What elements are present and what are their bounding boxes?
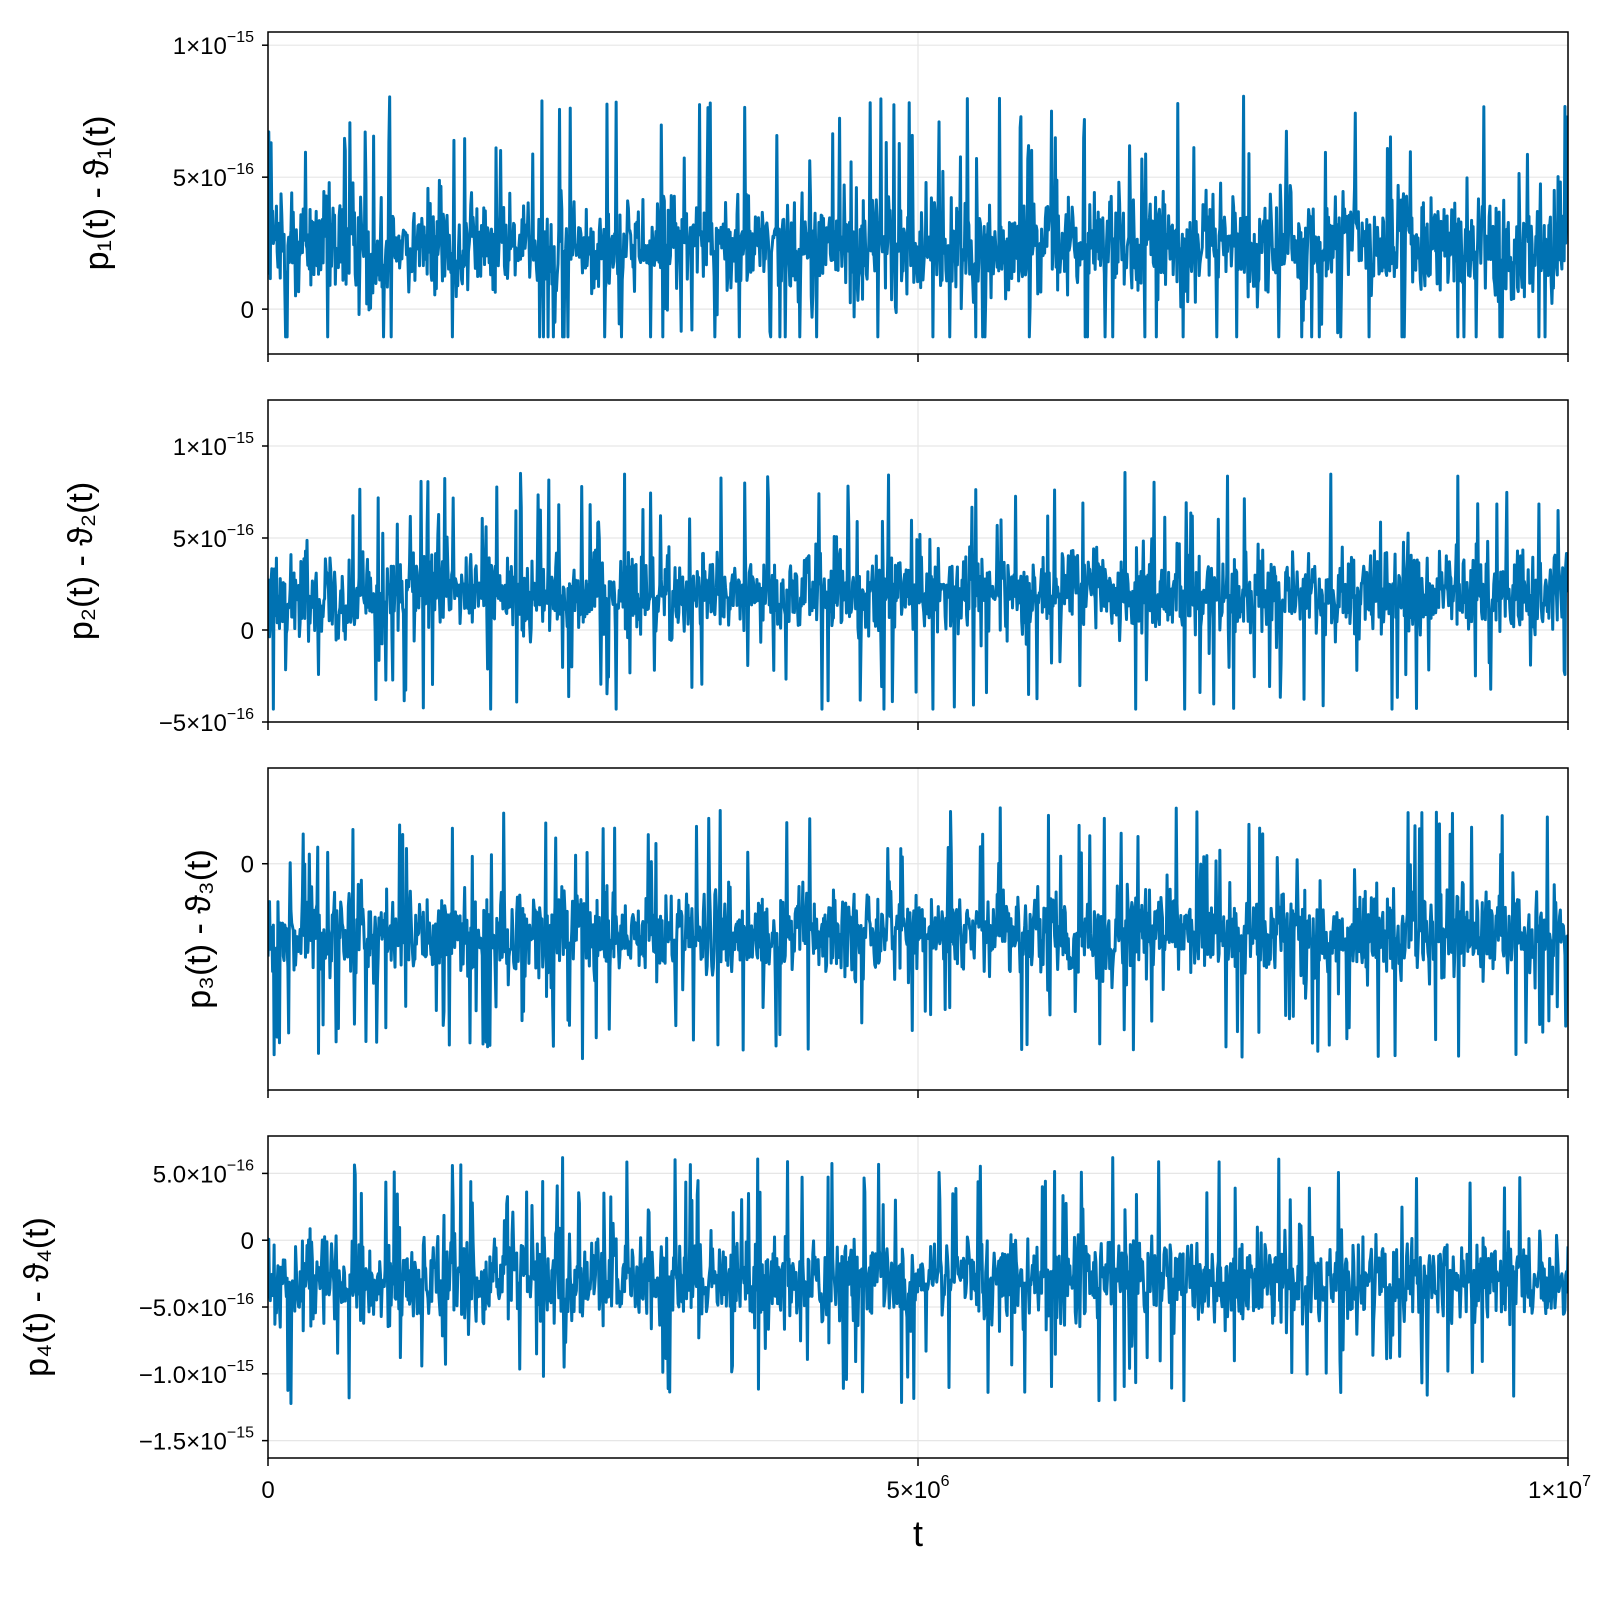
chart-panel-4: −1.5×10−15 −1.0×10−15 −5.0×10−16 0 5.0×10−16…: [18, 1135, 1591, 1554]
chart-panel-3: 0 p₃(t) - ϑ₃(t): [180, 767, 1569, 1098]
y-axis-label: p₄(t) - ϑ₄(t): [18, 1217, 56, 1377]
y-axis-label: p₂(t) - ϑ₂(t): [62, 482, 100, 640]
y-tick-label: −5.0×10−16: [139, 1291, 254, 1322]
y-axis-label: p₃(t) - ϑ₃(t): [180, 849, 218, 1009]
x-tick-label: 5×106: [887, 1473, 950, 1504]
chart-panel-2: −5×10−16 0 5×10−16 1×10−15 p₂(t) - ϑ₂(t): [62, 399, 1569, 737]
y-tick-label: 0: [241, 852, 254, 879]
chart-panel-1: 0 5×10−16 1×10−15 p₁(t) - ϑ₁(t): [78, 29, 1569, 362]
y-tick-label: 5×10−16: [173, 522, 254, 553]
series-line: [268, 94, 1568, 339]
series-line: [268, 1156, 1568, 1406]
y-tick-label: 1×10−15: [173, 29, 254, 60]
x-tick-label: 0: [261, 1477, 274, 1504]
x-axis-label: t: [913, 1513, 923, 1554]
y-tick-label: −5×10−16: [159, 706, 254, 737]
y-tick-label: 5×10−16: [173, 161, 254, 192]
series-line: [268, 470, 1568, 711]
y-tick-label: −1.5×10−15: [139, 1425, 254, 1456]
x-tick-label: 1×107: [1528, 1473, 1591, 1504]
y-axis-label: p₁(t) - ϑ₁(t): [78, 116, 116, 271]
y-tick-label: 1×10−15: [173, 430, 254, 461]
y-tick-label: 5.0×10−16: [153, 1157, 254, 1188]
y-tick-label: 0: [241, 297, 254, 324]
y-tick-label: 0: [241, 618, 254, 645]
series-line: [268, 806, 1568, 1061]
y-tick-label: −1.0×10−15: [139, 1358, 254, 1389]
y-tick-label: 0: [241, 1228, 254, 1255]
